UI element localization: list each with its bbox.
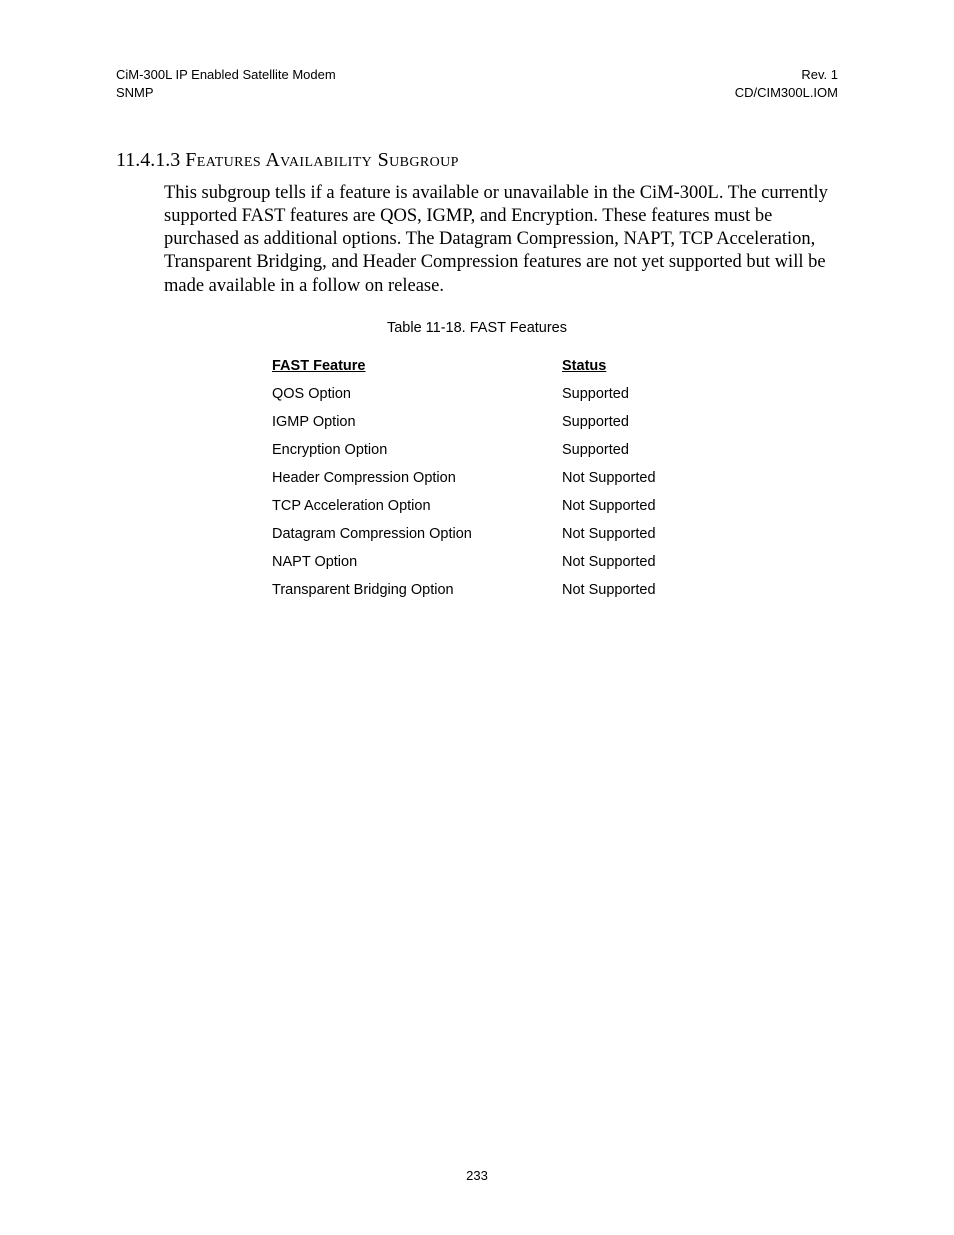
- header-left-block: CiM-300L IP Enabled Satellite Modem SNMP: [116, 66, 336, 101]
- section-number: 11.4.1.3: [116, 149, 180, 171]
- page-header: CiM-300L IP Enabled Satellite Modem SNMP…: [116, 66, 838, 101]
- header-product-line: CiM-300L IP Enabled Satellite Modem: [116, 66, 336, 84]
- header-docid-line: CD/CIM300L.IOM: [735, 84, 838, 102]
- table-row: Transparent Bridging Option Not Supporte…: [272, 582, 682, 610]
- table-cell-status: Not Supported: [562, 526, 682, 554]
- header-revision-line: Rev. 1: [735, 66, 838, 84]
- fast-features-table: FAST Feature Status QOS Option Supported…: [272, 358, 682, 610]
- table-cell-feature: Header Compression Option: [272, 470, 562, 498]
- header-protocol-line: SNMP: [116, 84, 336, 102]
- table-column-header: FAST Feature: [272, 358, 562, 386]
- section-body-paragraph: This subgroup tells if a feature is avai…: [164, 182, 838, 298]
- table-cell-feature: NAPT Option: [272, 554, 562, 582]
- table-cell-status: Not Supported: [562, 582, 682, 610]
- section-title: Features Availability Subgroup: [185, 149, 459, 171]
- table-column-header: Status: [562, 358, 682, 386]
- page-number: 233: [0, 1168, 954, 1183]
- table-header-row: FAST Feature Status: [272, 358, 682, 386]
- table-caption: Table 11-18. FAST Features: [116, 320, 838, 336]
- table-row: IGMP Option Supported: [272, 414, 682, 442]
- table-row: QOS Option Supported: [272, 386, 682, 414]
- table-cell-feature: Transparent Bridging Option: [272, 582, 562, 610]
- table-cell-status: Supported: [562, 442, 682, 470]
- document-page: CiM-300L IP Enabled Satellite Modem SNMP…: [0, 0, 954, 610]
- table-row: TCP Acceleration Option Not Supported: [272, 498, 682, 526]
- table-cell-status: Not Supported: [562, 470, 682, 498]
- table-row: NAPT Option Not Supported: [272, 554, 682, 582]
- table-cell-feature: TCP Acceleration Option: [272, 498, 562, 526]
- table-cell-feature: Datagram Compression Option: [272, 526, 562, 554]
- table-cell-status: Not Supported: [562, 554, 682, 582]
- header-right-block: Rev. 1 CD/CIM300L.IOM: [735, 66, 838, 101]
- table-cell-feature: IGMP Option: [272, 414, 562, 442]
- table-row: Encryption Option Supported: [272, 442, 682, 470]
- table-cell-feature: QOS Option: [272, 386, 562, 414]
- table-cell-status: Not Supported: [562, 498, 682, 526]
- table-row: Datagram Compression Option Not Supporte…: [272, 526, 682, 554]
- table-cell-feature: Encryption Option: [272, 442, 562, 470]
- table-cell-status: Supported: [562, 414, 682, 442]
- section-heading: 11.4.1.3 Features Availability Subgroup: [116, 149, 838, 172]
- table-row: Header Compression Option Not Supported: [272, 470, 682, 498]
- table-cell-status: Supported: [562, 386, 682, 414]
